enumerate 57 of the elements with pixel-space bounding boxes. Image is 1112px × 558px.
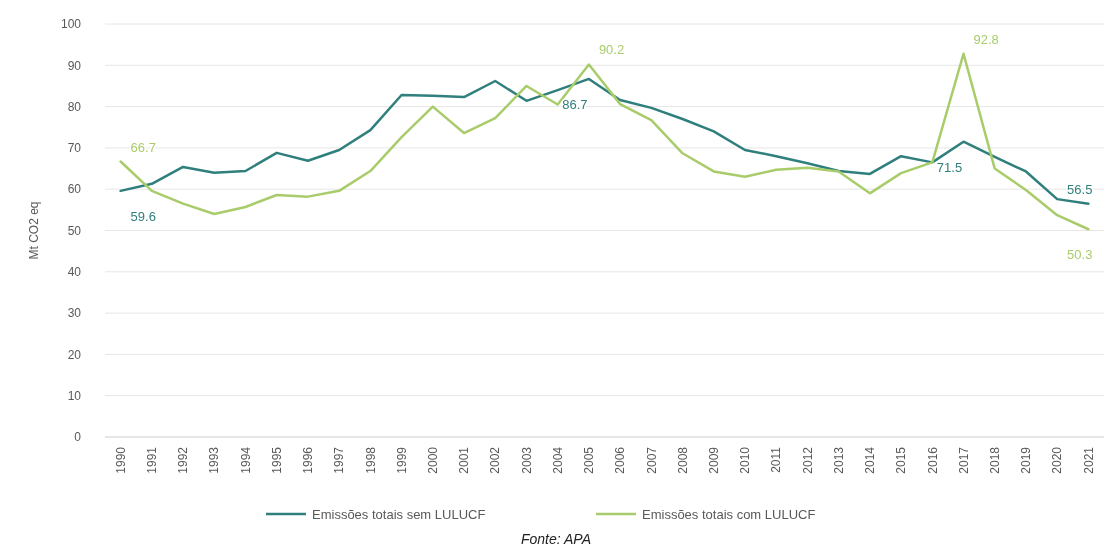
- x-tick-label: 2021: [1081, 446, 1096, 474]
- line-series: [119, 77, 1090, 205]
- y-axis-title: Mt CO2 eq: [27, 201, 41, 260]
- x-tick-label: 2008: [675, 446, 690, 474]
- data-label: 66.7: [130, 139, 156, 155]
- y-tick-label: 50: [67, 223, 82, 238]
- y-tick-label: 30: [67, 306, 82, 321]
- x-tick-label: 2017: [956, 446, 971, 474]
- x-tick-label: 2000: [426, 446, 440, 474]
- x-tick-label: 2014: [863, 446, 878, 474]
- x-tick-label: 2016: [925, 446, 940, 474]
- x-tick-label: 2020: [1050, 446, 1065, 474]
- legend-label: Emissões totais com LULUCF: [642, 506, 816, 522]
- x-tick-label: 2005: [582, 446, 597, 474]
- y-tick-label: 70: [67, 141, 82, 156]
- x-tick-label: 2019: [1019, 446, 1034, 474]
- y-tick-label: 90: [67, 58, 82, 73]
- x-tick-label: 2018: [987, 446, 1002, 474]
- data-label: 92.8: [973, 31, 999, 47]
- x-tick-label: 1993: [207, 446, 222, 474]
- x-tick-label: 2011: [769, 446, 784, 473]
- x-tick-label: 1999: [394, 446, 409, 474]
- x-tick-label: 1997: [332, 446, 347, 474]
- x-tick-label: 1996: [301, 446, 316, 474]
- x-tick-label: 1994: [238, 446, 253, 474]
- data-label: 71.5: [936, 159, 963, 175]
- x-tick-label: 2003: [519, 446, 534, 474]
- y-tick-label: 100: [60, 17, 82, 32]
- line-series: [119, 52, 1090, 231]
- x-tick-label: 1998: [363, 446, 378, 474]
- y-tick-label: 80: [67, 99, 82, 114]
- x-tick-label: 2002: [488, 446, 503, 474]
- x-tick-label: 2007: [644, 446, 659, 474]
- x-tick-label: 1992: [176, 446, 191, 474]
- source-note: Fonte: APA: [520, 531, 592, 547]
- x-tick-label: 2001: [457, 446, 472, 474]
- y-tick-label: 40: [67, 265, 82, 279]
- x-tick-label: 2013: [831, 446, 846, 474]
- x-tick-label: 2010: [738, 446, 753, 474]
- x-tick-label: 2006: [613, 446, 628, 474]
- legend-label: Emissões totais sem LULUCF: [312, 506, 486, 522]
- y-tick-label: 60: [67, 182, 82, 197]
- y-tick-label: 10: [67, 388, 82, 403]
- x-tick-label: 2012: [800, 446, 815, 474]
- y-tick-label: 0: [74, 430, 82, 445]
- x-tick-label: 1991: [145, 446, 160, 474]
- data-label: 56.5: [1067, 181, 1093, 197]
- data-label: 50.3: [1067, 247, 1093, 263]
- x-tick-label: 2004: [550, 446, 565, 474]
- y-tick-label: 20: [67, 347, 82, 362]
- data-label: 59.6: [130, 208, 156, 224]
- x-tick-label: 1995: [269, 446, 284, 474]
- x-tick-label: 2009: [706, 446, 721, 474]
- x-tick-label: 2015: [894, 446, 909, 474]
- x-tick-label: 1990: [113, 446, 128, 474]
- data-label: 90.2: [598, 42, 625, 58]
- data-label: 86.7: [562, 96, 588, 112]
